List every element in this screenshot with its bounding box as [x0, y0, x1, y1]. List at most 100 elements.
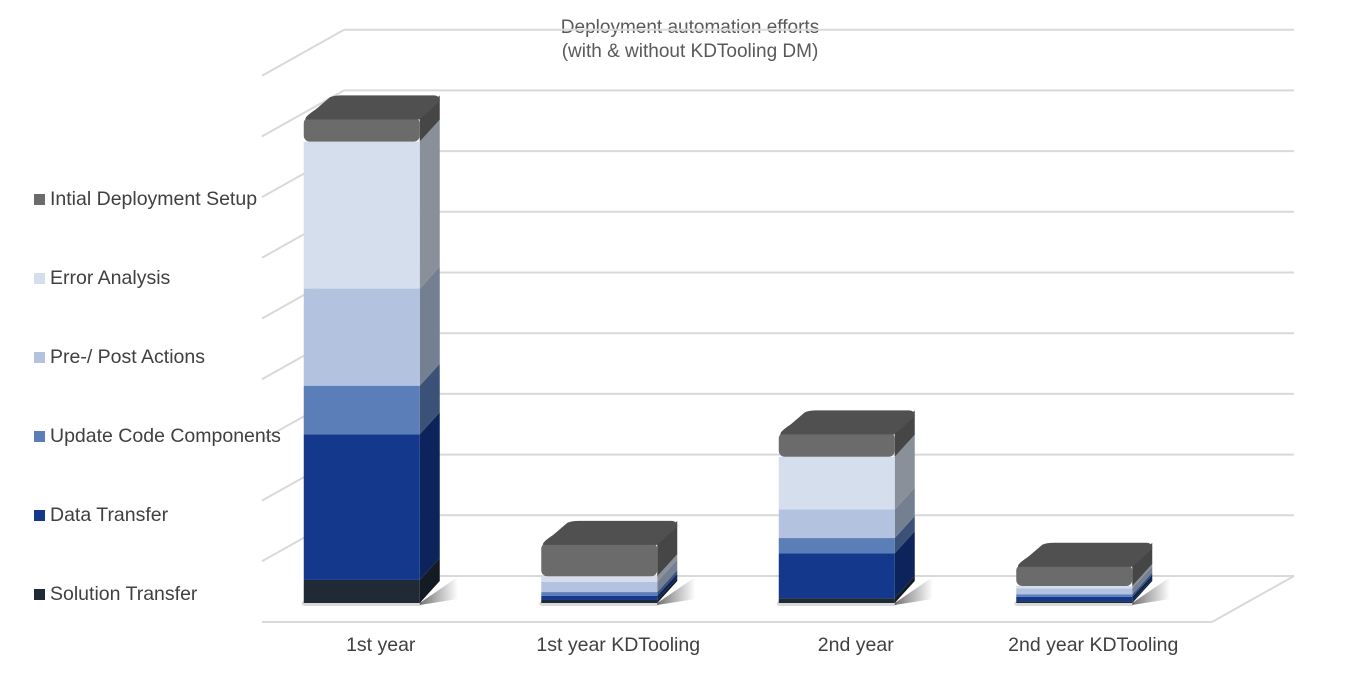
bar-side-face	[894, 576, 915, 603]
bar-side-face	[419, 557, 440, 603]
bar-side-face	[657, 577, 678, 603]
bar-front-face	[1016, 596, 1133, 602]
legend-label: Intial Deployment Setup	[50, 188, 258, 210]
bar-side-face	[894, 410, 915, 457]
legend-swatch	[34, 589, 45, 600]
bar-stack	[301, 95, 458, 606]
bar-front-face	[541, 576, 658, 582]
bar-segment-intial-deployment-setup	[541, 520, 678, 577]
bar-front-face	[541, 592, 658, 596]
chart-subtitle: (with & without KDTooling DM)	[561, 41, 819, 62]
bar-shadow	[1132, 577, 1171, 605]
bar-segment-pre-post-actions	[1016, 566, 1153, 595]
bar-side-face	[657, 573, 678, 600]
bar-segment-error-analysis	[1016, 564, 1153, 589]
legend-item: Intial Deployment Setup	[34, 188, 257, 211]
x-tick-label: 2nd year KDTooling	[1008, 634, 1179, 656]
legend-swatch	[34, 431, 45, 442]
bar-side-face	[657, 570, 678, 596]
chart-title-block: Deployment automation efforts (with & wi…	[0, 16, 1346, 64]
bar-side-face	[1132, 566, 1153, 595]
bar-front-face	[303, 434, 420, 580]
legend-item: Error Analysis	[34, 267, 170, 290]
bar-segment-update-code-components	[303, 363, 440, 435]
bar-top-face	[542, 520, 678, 545]
legend-item: Update Code Components	[34, 425, 281, 448]
x-tick-label: 1st year KDTooling	[536, 634, 701, 656]
bar-front-face	[303, 579, 420, 603]
bar-segment-intial-deployment-setup	[303, 95, 440, 142]
bar-segment-data-transfer	[541, 573, 678, 600]
bar-front-face	[1016, 586, 1133, 589]
bar-front-face	[778, 456, 895, 510]
bar-segment-pre-post-actions	[303, 266, 440, 386]
bar-front-face	[541, 542, 658, 577]
bar-front-face	[778, 598, 895, 603]
bar-side-face	[419, 95, 440, 142]
bar-front-face	[303, 117, 420, 142]
bar-side-face	[894, 531, 915, 599]
legend-swatch	[34, 510, 45, 521]
gridline-wall	[261, 28, 345, 77]
bar-side-face	[657, 554, 678, 582]
bar-side-face	[894, 487, 915, 539]
x-tick-label: 2nd year	[817, 634, 894, 656]
bar-segment-solution-transfer	[1016, 579, 1153, 603]
bar-segment-solution-transfer	[778, 576, 915, 603]
bar-shadow	[419, 577, 458, 605]
bar-side-face	[419, 363, 440, 435]
bar-stack	[539, 520, 696, 606]
bar-side-face	[894, 434, 915, 510]
bar-side-face	[1132, 564, 1153, 589]
bar-side-face	[1132, 572, 1153, 597]
bar-segment-error-analysis	[541, 554, 678, 582]
bar-segment-error-analysis	[778, 434, 915, 510]
x-tick-label: 1st year	[346, 634, 416, 656]
bar-segment-update-code-components	[1016, 572, 1153, 597]
legend-item: Solution Transfer	[34, 583, 197, 606]
bar-front-face	[303, 385, 420, 435]
bar-front-face	[303, 141, 420, 289]
legend-item: Data Transfer	[34, 504, 168, 527]
legend-swatch	[34, 352, 45, 363]
bar-front-face	[1016, 564, 1133, 587]
bar-segment-solution-transfer	[303, 557, 440, 603]
legend-item: Pre-/ Post Actions	[34, 346, 205, 369]
bar-shadow	[894, 577, 933, 605]
bar-segment-intial-deployment-setup	[778, 410, 915, 457]
bar-front-face	[778, 538, 895, 554]
bar-front-face	[778, 432, 895, 457]
legend-label: Data Transfer	[50, 504, 169, 526]
bar-segment-data-transfer	[1016, 574, 1153, 602]
bar-front-face	[541, 599, 658, 603]
bar-front-face	[1016, 601, 1133, 603]
bar-front-face	[541, 581, 658, 593]
bar-front-face	[1016, 588, 1133, 595]
legend-swatch	[34, 273, 45, 284]
bar-segment-data-transfer	[303, 412, 440, 580]
bar-front-face	[778, 509, 895, 539]
bar-segment-intial-deployment-setup	[1016, 542, 1153, 587]
legend-swatch	[34, 194, 45, 205]
bar-top-face	[780, 410, 915, 435]
bar-front-face	[778, 553, 895, 599]
bar-side-face	[894, 516, 915, 554]
bar-side-face	[1132, 574, 1153, 602]
legend-label: Pre-/ Post Actions	[50, 346, 205, 368]
bar-side-face	[1132, 542, 1153, 587]
legend-label: Error Analysis	[50, 267, 171, 289]
chart-title: Deployment automation efforts	[560, 17, 820, 38]
bar-side-face	[419, 412, 440, 580]
bar-segment-solution-transfer	[541, 577, 678, 603]
bar-side-face	[657, 559, 678, 593]
bar-side-face	[419, 119, 440, 289]
bar-side-face	[419, 266, 440, 386]
floor-edge-right	[1211, 575, 1295, 623]
bar-side-face	[657, 520, 678, 577]
bar-segment-update-code-components	[541, 570, 678, 596]
bar-stack	[1014, 542, 1171, 606]
bar-side-face	[1132, 579, 1153, 603]
bar-top-face	[305, 95, 440, 120]
bar-segment-pre-post-actions	[541, 559, 678, 593]
